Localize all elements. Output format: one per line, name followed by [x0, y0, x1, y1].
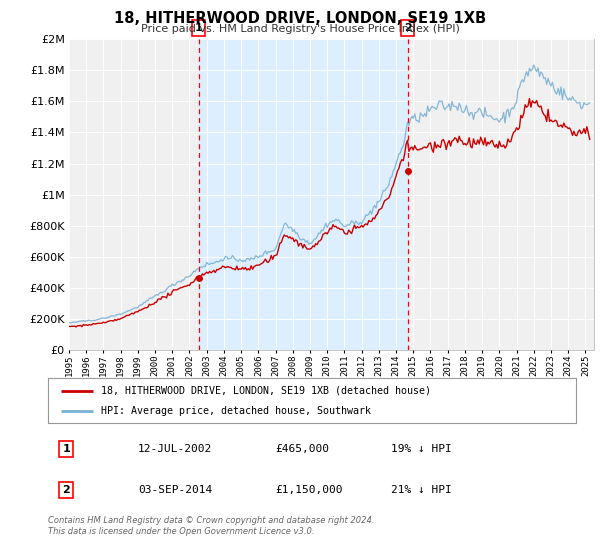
Text: Price paid vs. HM Land Registry's House Price Index (HPI): Price paid vs. HM Land Registry's House … [140, 24, 460, 34]
Text: £1,150,000: £1,150,000 [275, 484, 343, 494]
Text: 1: 1 [62, 444, 70, 454]
Text: 2: 2 [62, 484, 70, 494]
Text: HPI: Average price, detached house, Southwark: HPI: Average price, detached house, Sout… [101, 405, 371, 416]
Text: £465,000: £465,000 [275, 444, 329, 454]
Text: 1: 1 [195, 23, 202, 33]
Text: 03-SEP-2014: 03-SEP-2014 [138, 484, 212, 494]
Bar [199, 39, 407, 350]
Text: 19% ↓ HPI: 19% ↓ HPI [391, 444, 452, 454]
Text: 18, HITHERWOOD DRIVE, LONDON, SE19 1XB: 18, HITHERWOOD DRIVE, LONDON, SE19 1XB [114, 11, 486, 26]
Text: 12-JUL-2002: 12-JUL-2002 [138, 444, 212, 454]
Text: 21% ↓ HPI: 21% ↓ HPI [391, 484, 452, 494]
Text: 18, HITHERWOOD DRIVE, LONDON, SE19 1XB (detached house): 18, HITHERWOOD DRIVE, LONDON, SE19 1XB (… [101, 385, 431, 395]
Text: 2: 2 [404, 23, 412, 33]
Text: Contains HM Land Registry data © Crown copyright and database right 2024.
This d: Contains HM Land Registry data © Crown c… [48, 516, 374, 536]
